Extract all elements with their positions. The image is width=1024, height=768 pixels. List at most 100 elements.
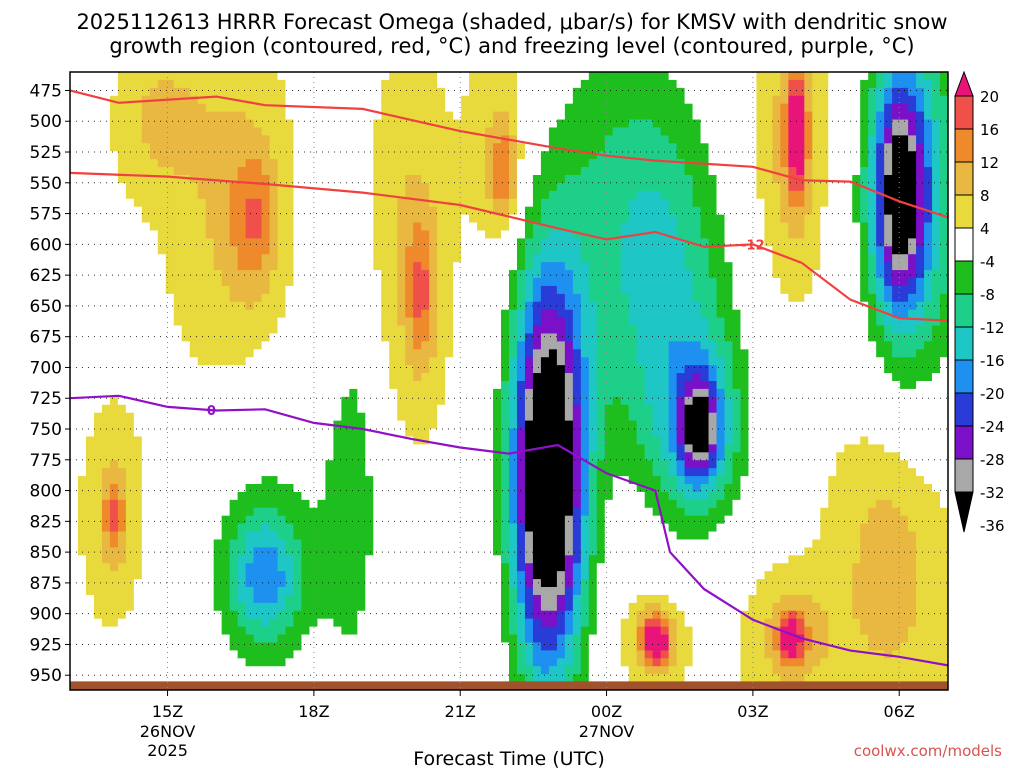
omega-cell [572, 365, 582, 374]
omega-cell [301, 246, 311, 255]
omega-cell [556, 333, 566, 342]
omega-cell [405, 222, 414, 232]
omega-cell [540, 428, 550, 438]
omega-cell [461, 476, 470, 485]
omega-cell [524, 103, 534, 113]
omega-cell [540, 460, 550, 469]
omega-cell [437, 230, 446, 239]
omega-cell [357, 349, 366, 358]
omega-cell [429, 262, 438, 271]
omega-cell [485, 317, 494, 327]
omega-cell [413, 198, 422, 208]
omega-cell [101, 175, 111, 184]
omega-cell [405, 182, 414, 192]
omega-cell [309, 285, 319, 295]
omega-cell [397, 111, 406, 121]
omega-cell [181, 674, 191, 683]
omega-cell [70, 507, 79, 517]
omega-cell [373, 175, 382, 184]
omega-cell [548, 206, 558, 216]
omega-cell [101, 404, 111, 414]
omega-cell [365, 523, 374, 533]
omega-cell [93, 127, 103, 136]
omega-cell [157, 111, 167, 121]
omega-cell [189, 412, 199, 422]
omega-cell [213, 602, 223, 612]
omega-cell [389, 143, 398, 152]
omega-cell [421, 420, 430, 430]
omega-cell [421, 523, 430, 533]
omega-cell [317, 381, 327, 390]
omega-cell [501, 79, 510, 89]
omega-cell [85, 594, 95, 604]
omega-cell [325, 72, 334, 81]
omega-cell [445, 301, 454, 311]
omega-cell [564, 555, 574, 564]
omega-cell [181, 602, 191, 612]
omega-cell [429, 602, 438, 612]
omega-cell [453, 539, 462, 548]
omega-cell [173, 135, 183, 144]
omega-cell [564, 642, 574, 651]
omega-cell [277, 341, 287, 350]
omega-cell [101, 262, 111, 271]
omega-cell [548, 159, 558, 168]
omega-cell [333, 230, 342, 239]
omega-cell [493, 111, 502, 121]
omega-cell [373, 531, 382, 541]
omega-cell [405, 103, 414, 113]
omega-cell [301, 103, 311, 113]
omega-cell [349, 325, 358, 335]
omega-cell [213, 666, 223, 675]
omega-cell [309, 452, 319, 461]
omega-cell [77, 594, 87, 604]
omega-cell [373, 555, 382, 564]
omega-cell [317, 602, 327, 612]
omega-cell [349, 333, 358, 342]
omega-cell [293, 190, 303, 200]
omega-cell [477, 571, 486, 580]
omega-cell [70, 381, 79, 390]
omega-cell [117, 618, 127, 628]
omega-cell [405, 650, 414, 659]
omega-cell [301, 373, 311, 382]
omega-cell [469, 571, 478, 580]
omega-cell [381, 634, 390, 644]
omega-cell [341, 309, 350, 319]
omega-cell [524, 246, 534, 255]
omega-cell [237, 143, 247, 152]
omega-cell [133, 531, 143, 541]
omega-cell [413, 79, 422, 89]
omega-cell [381, 278, 390, 287]
omega-cell [405, 357, 414, 366]
omega-cell [149, 278, 159, 287]
omega-cell [133, 420, 143, 430]
omega-cell [85, 175, 95, 184]
omega-cell [117, 143, 127, 152]
omega-cell [237, 587, 247, 596]
omega-cell [125, 151, 135, 160]
omega-cell [117, 436, 127, 445]
omega-cell [501, 357, 510, 366]
omega-cell [85, 626, 95, 636]
omega-cell [245, 135, 255, 144]
omega-cell [229, 515, 239, 525]
omega-cell [333, 634, 342, 644]
omega-cell [485, 365, 494, 374]
omega-cell [524, 626, 534, 636]
omega-cell [437, 293, 446, 303]
omega-cell [556, 278, 566, 287]
omega-cell [125, 190, 135, 200]
omega-cell [125, 618, 135, 628]
omega-cell [93, 111, 103, 121]
omega-cell [141, 309, 151, 319]
omega-cell [357, 175, 366, 184]
omega-cell [229, 539, 239, 548]
omega-cell [245, 127, 255, 136]
omega-cell [493, 238, 502, 247]
omega-cell [453, 230, 462, 239]
omega-cell [389, 270, 398, 279]
omega-cell [285, 555, 295, 564]
omega-cell [485, 460, 494, 469]
omega-cell [524, 72, 534, 81]
